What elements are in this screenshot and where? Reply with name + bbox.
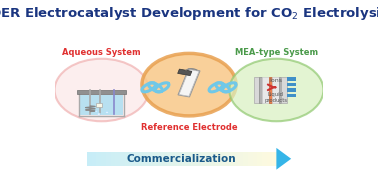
Circle shape xyxy=(95,111,97,112)
FancyBboxPatch shape xyxy=(257,152,262,166)
Polygon shape xyxy=(179,69,199,96)
FancyBboxPatch shape xyxy=(287,83,296,86)
FancyBboxPatch shape xyxy=(139,152,144,166)
FancyBboxPatch shape xyxy=(196,152,201,166)
FancyBboxPatch shape xyxy=(181,152,187,166)
FancyBboxPatch shape xyxy=(125,152,130,166)
FancyBboxPatch shape xyxy=(229,152,234,166)
FancyBboxPatch shape xyxy=(101,152,106,166)
FancyBboxPatch shape xyxy=(262,78,269,102)
Text: Reference Electrode: Reference Electrode xyxy=(141,123,237,132)
FancyBboxPatch shape xyxy=(87,152,92,166)
Text: MEA-type System: MEA-type System xyxy=(235,48,318,57)
FancyBboxPatch shape xyxy=(287,88,296,92)
FancyBboxPatch shape xyxy=(224,152,229,166)
Circle shape xyxy=(54,59,149,121)
FancyBboxPatch shape xyxy=(115,152,120,166)
FancyBboxPatch shape xyxy=(91,152,97,166)
FancyBboxPatch shape xyxy=(272,152,277,166)
Polygon shape xyxy=(178,69,192,76)
Text: OER Electrocatalyst Development for CO$_2$ Electrolysis: OER Electrocatalyst Development for CO$_… xyxy=(0,5,378,22)
Circle shape xyxy=(229,59,324,121)
FancyBboxPatch shape xyxy=(239,152,243,166)
Polygon shape xyxy=(178,69,200,97)
FancyBboxPatch shape xyxy=(167,152,172,166)
FancyBboxPatch shape xyxy=(215,152,220,166)
FancyBboxPatch shape xyxy=(106,152,111,166)
Text: Aqueous System: Aqueous System xyxy=(62,48,141,57)
FancyBboxPatch shape xyxy=(130,152,135,166)
FancyBboxPatch shape xyxy=(287,94,296,97)
FancyBboxPatch shape xyxy=(172,152,177,166)
FancyBboxPatch shape xyxy=(282,78,287,102)
FancyBboxPatch shape xyxy=(110,152,116,166)
FancyBboxPatch shape xyxy=(287,78,296,81)
FancyBboxPatch shape xyxy=(220,152,225,166)
FancyBboxPatch shape xyxy=(205,152,210,166)
FancyBboxPatch shape xyxy=(191,152,196,166)
FancyBboxPatch shape xyxy=(144,152,149,166)
FancyBboxPatch shape xyxy=(163,152,168,166)
FancyBboxPatch shape xyxy=(243,152,248,166)
Text: Ions: Ions xyxy=(269,78,282,83)
FancyBboxPatch shape xyxy=(254,78,259,102)
FancyBboxPatch shape xyxy=(153,152,158,166)
FancyBboxPatch shape xyxy=(234,152,239,166)
Circle shape xyxy=(106,111,108,113)
FancyBboxPatch shape xyxy=(134,152,139,166)
FancyBboxPatch shape xyxy=(158,152,163,166)
FancyBboxPatch shape xyxy=(201,152,206,166)
Polygon shape xyxy=(276,148,291,170)
FancyBboxPatch shape xyxy=(267,152,272,166)
FancyBboxPatch shape xyxy=(186,152,191,166)
FancyBboxPatch shape xyxy=(120,152,125,166)
FancyBboxPatch shape xyxy=(177,152,182,166)
FancyBboxPatch shape xyxy=(269,78,272,102)
FancyBboxPatch shape xyxy=(77,90,126,94)
Circle shape xyxy=(97,113,101,115)
FancyBboxPatch shape xyxy=(96,152,101,166)
Text: Liquid
products: Liquid products xyxy=(264,92,287,103)
FancyBboxPatch shape xyxy=(262,152,267,166)
FancyBboxPatch shape xyxy=(80,95,123,115)
FancyBboxPatch shape xyxy=(279,78,282,102)
Text: Commercialization: Commercialization xyxy=(127,154,236,164)
FancyBboxPatch shape xyxy=(149,152,153,166)
FancyBboxPatch shape xyxy=(259,78,262,102)
Circle shape xyxy=(142,53,236,116)
FancyBboxPatch shape xyxy=(96,102,102,107)
FancyBboxPatch shape xyxy=(210,152,215,166)
FancyBboxPatch shape xyxy=(248,152,253,166)
FancyBboxPatch shape xyxy=(272,78,279,102)
FancyBboxPatch shape xyxy=(253,152,258,166)
